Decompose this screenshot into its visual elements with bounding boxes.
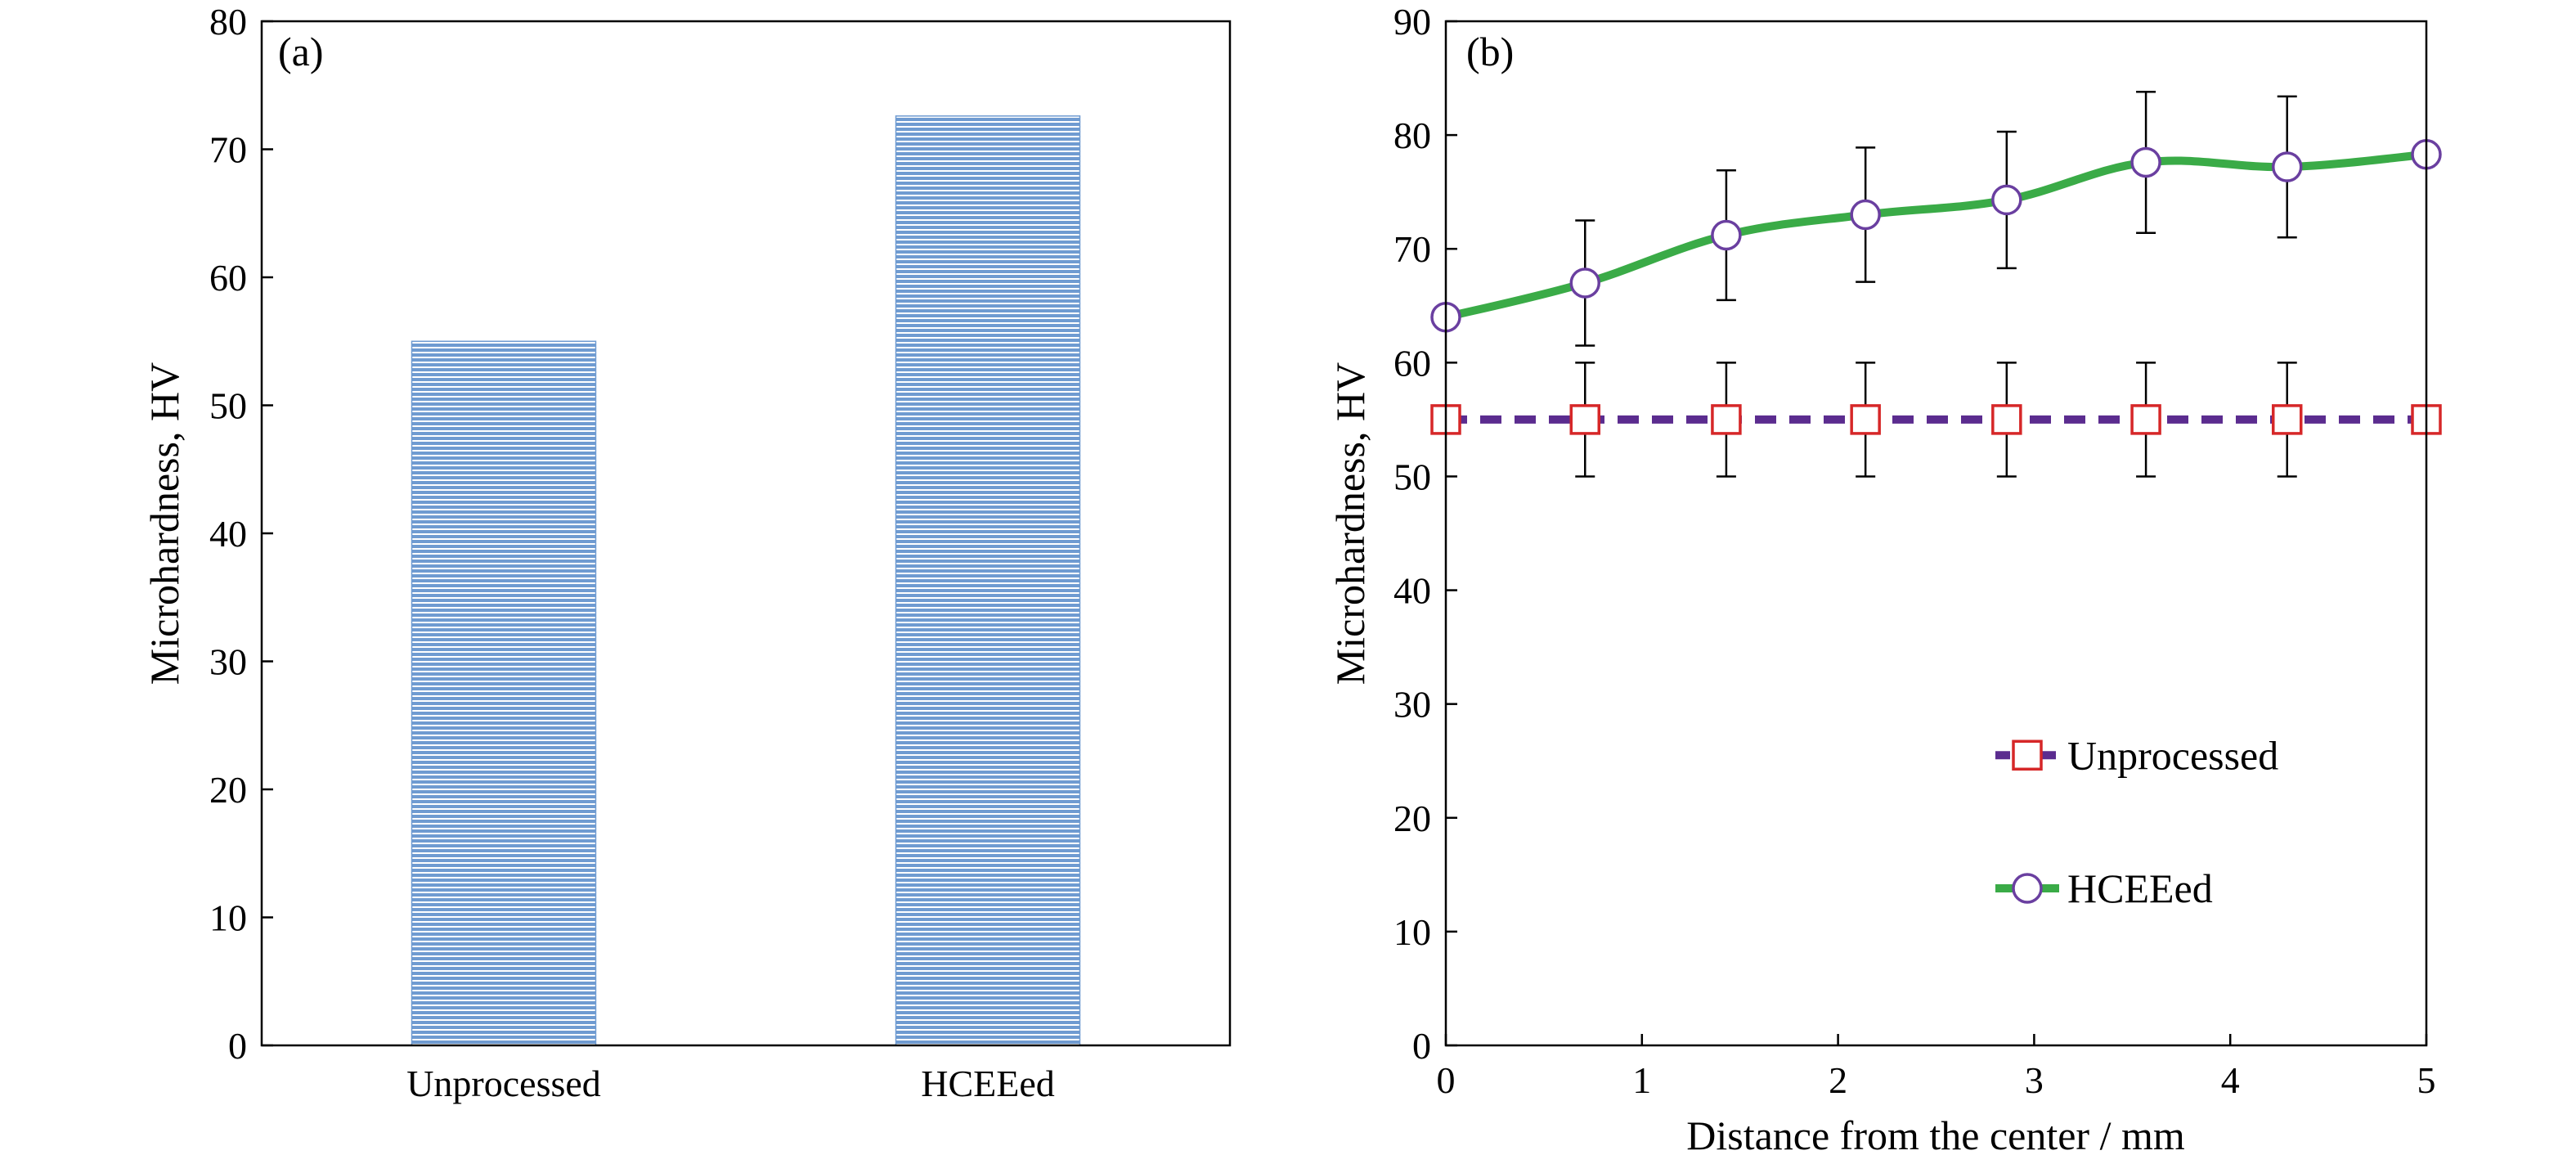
y-tick-label: 0 <box>228 1025 247 1067</box>
data-point-marker <box>2271 151 2303 182</box>
y-axis-title-b: Microhardness, HV <box>1327 362 1373 685</box>
x-tick-label: 5 <box>2417 1059 2436 1101</box>
data-point-marker <box>1991 404 2022 435</box>
x-tick-label: 2 <box>1829 1059 1847 1101</box>
series-unprocessed <box>1430 362 2442 478</box>
y-tick-label: 60 <box>209 257 247 299</box>
x-tick-label: Unprocessed <box>406 1063 601 1104</box>
y-tick-label: 80 <box>209 1 247 43</box>
bar-hceeed <box>895 115 1081 1046</box>
y-tick-label: 70 <box>1393 228 1431 270</box>
y-tick-label: 10 <box>1393 911 1431 953</box>
plot-frame-a <box>260 20 1232 1047</box>
legend-marker <box>2012 873 2043 904</box>
y-tick-label: 10 <box>209 897 247 939</box>
line-series <box>1430 90 2442 478</box>
data-point-marker <box>1850 404 1881 435</box>
legend: Unprocessed HCEEed <box>1995 732 2278 911</box>
series-hceeed <box>1430 90 2442 347</box>
y-tick-label: 0 <box>1412 1025 1431 1067</box>
bar-series <box>411 115 1081 1046</box>
x-tick-label: 1 <box>1632 1059 1651 1101</box>
x-tick-label: 4 <box>2221 1059 2240 1101</box>
data-point-marker <box>1850 199 1881 231</box>
data-point-marker <box>1711 219 1742 251</box>
y-tick-label: 20 <box>1393 798 1431 839</box>
y-tick-label: 60 <box>1393 342 1431 384</box>
bar-unprocessed <box>411 340 597 1046</box>
x-axis-ticks-a: Unprocessed HCEEed <box>406 1063 1055 1104</box>
data-point-marker <box>2130 404 2161 435</box>
y-tick-label: 30 <box>209 641 247 683</box>
y-tick-label: 40 <box>209 513 247 555</box>
x-axis-ticks-b: 0 1 2 3 4 5 <box>1437 1034 2436 1101</box>
y-tick-label: 80 <box>1393 115 1431 156</box>
y-tick-label: 40 <box>1393 570 1431 612</box>
x-tick-label: 0 <box>1437 1059 1456 1101</box>
plot-frame-b <box>1444 20 2428 1047</box>
legend-item-unprocessed: Unprocessed <box>1995 732 2278 778</box>
x-tick-label: 3 <box>2025 1059 2044 1101</box>
y-axis-ticks-b: 0 10 20 30 40 50 60 70 80 90 <box>1393 1 1457 1067</box>
line-chart-panel: (b) Microhardness, HV Distance from the … <box>1327 1 2442 1158</box>
legend-marker <box>2012 739 2043 771</box>
bar-chart-panel: (a) Microhardness, HV 01020304050607080 … <box>141 1 1232 1104</box>
panel-label-a: (a) <box>278 29 324 74</box>
data-point-marker <box>1991 184 2022 216</box>
panel-label-b: (b) <box>1466 29 1514 74</box>
x-tick-label: HCEEed <box>921 1063 1055 1104</box>
series-line <box>1442 150 2430 321</box>
legend-label: HCEEed <box>2067 865 2213 911</box>
data-point-marker <box>2130 146 2161 178</box>
y-tick-label: 90 <box>1393 1 1431 43</box>
y-tick-label: 50 <box>209 385 247 427</box>
y-tick-label: 50 <box>1393 456 1431 497</box>
y-axis-ticks-a: 0 10 20 30 40 50 60 70 80 <box>209 1 273 1067</box>
data-point-marker <box>1569 267 1601 299</box>
y-tick-label: 70 <box>209 129 247 171</box>
data-point-marker <box>1569 404 1601 435</box>
y-tick-label: 30 <box>1393 684 1431 726</box>
y-axis-title-a: Microhardness, HV <box>141 362 187 685</box>
legend-label: Unprocessed <box>2067 732 2278 778</box>
legend-item-hceeed: HCEEed <box>1995 865 2213 911</box>
data-point-marker <box>1711 404 1742 435</box>
x-axis-title-b: Distance from the center / mm <box>1686 1112 2185 1158</box>
y-tick-label: 20 <box>209 769 247 811</box>
data-point-marker <box>2271 404 2303 435</box>
